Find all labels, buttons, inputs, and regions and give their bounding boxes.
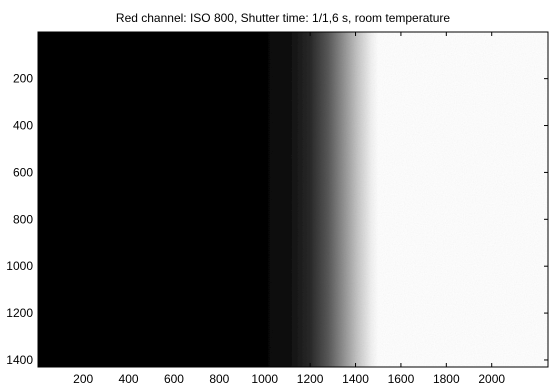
x-tick-label: 1000 [251,372,278,386]
x-tick-label: 800 [209,372,229,386]
axes-box [37,31,549,368]
y-axis: 200 400 600 800 1000 1200 1400 [6,72,548,367]
y-tick-label: 600 [13,165,33,179]
x-tick-label: 1600 [388,372,415,386]
x-tick-label: 2000 [478,372,505,386]
chart-title: Red channel: ISO 800, Shutter time: 1/1,… [116,11,450,25]
x-tick-label: 600 [164,372,184,386]
x-tick-label: 1400 [342,372,369,386]
y-tick-label: 200 [13,72,33,86]
x-tick-label: 400 [119,372,139,386]
x-tick-label: 1200 [297,372,324,386]
plot-area [37,31,549,368]
intensity-image [38,32,548,367]
y-tick-label: 400 [13,119,33,133]
x-axis: 200 400 600 800 1000 1200 1400 1600 1800 2000 [73,32,505,386]
x-tick-label: 1800 [433,372,460,386]
x-tick-label: 200 [73,372,93,386]
y-tick-label: 800 [13,212,33,226]
y-tick-label: 1400 [6,353,33,367]
y-tick-label: 1000 [6,259,33,273]
y-tick-label: 1200 [6,306,33,320]
